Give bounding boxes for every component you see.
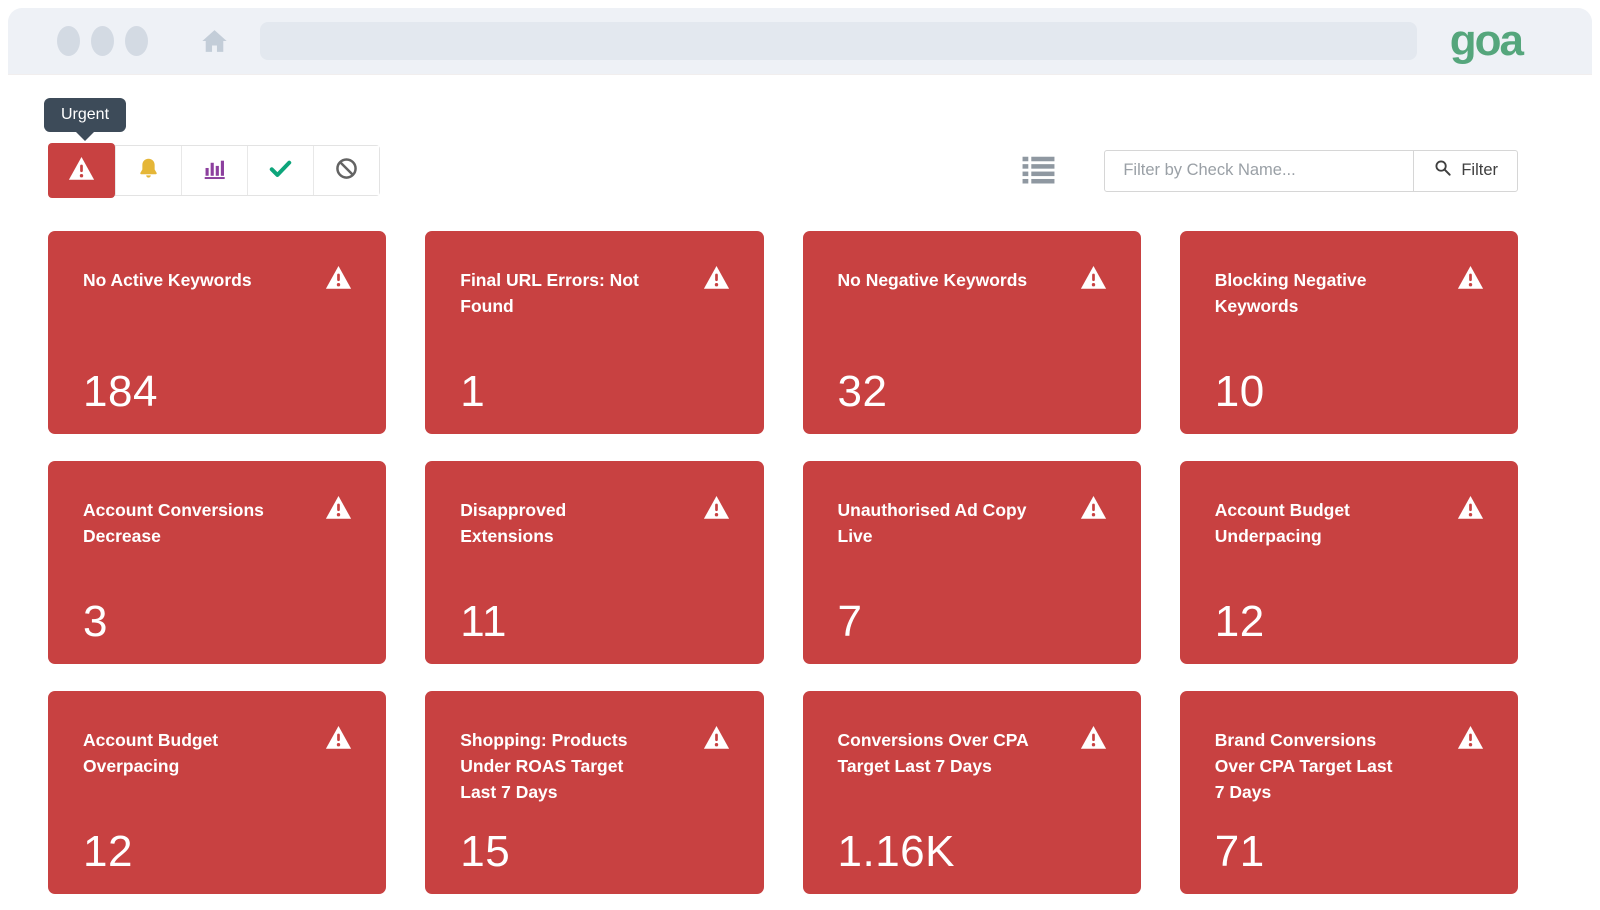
toolbar: Filter xyxy=(48,143,1518,198)
card-value: 3 xyxy=(83,597,108,646)
card-header: No Active Keywords xyxy=(83,265,352,295)
card-value: 11 xyxy=(460,597,507,646)
status-tabs xyxy=(48,143,380,198)
tab-disabled[interactable] xyxy=(313,146,379,195)
card-header: Brand Conversions Over CPA Target Last 7… xyxy=(1214,725,1484,805)
search-icon xyxy=(1433,158,1453,183)
filter-button[interactable]: Filter xyxy=(1413,150,1517,191)
alert-card[interactable]: Account Budget Underpacing 12 xyxy=(1179,461,1518,664)
alert-card[interactable]: Disapproved Extensions 11 xyxy=(425,461,764,664)
alert-card[interactable]: No Negative Keywords 32 xyxy=(802,231,1141,434)
warning-triangle-icon xyxy=(1457,725,1484,755)
card-title: No Negative Keywords xyxy=(837,270,1028,290)
warning-triangle-icon xyxy=(1080,265,1107,295)
warning-triangle-icon xyxy=(325,265,352,295)
filter-input[interactable] xyxy=(1105,150,1414,191)
filter-group: Filter xyxy=(1104,149,1518,192)
card-title: Account Budget Underpacing xyxy=(1214,500,1350,546)
window-dot xyxy=(91,26,114,56)
warning-triangle-icon xyxy=(1080,495,1107,525)
window-dots xyxy=(57,26,148,56)
warning-triangle-icon xyxy=(703,725,730,755)
card-header: Account Budget Underpacing xyxy=(1214,495,1484,549)
card-value: 184 xyxy=(83,367,158,416)
window-dot xyxy=(125,26,148,56)
card-header: Account Conversions Decrease xyxy=(83,495,352,549)
card-value: 12 xyxy=(83,827,133,876)
alert-card[interactable]: Blocking Negative Keywords 10 xyxy=(1179,231,1518,434)
card-value: 32 xyxy=(837,367,888,416)
alert-card[interactable]: Account Conversions Decrease 3 xyxy=(48,461,387,664)
alert-card[interactable]: Unauthorised Ad Copy Live 7 xyxy=(802,461,1141,664)
warning-triangle-icon xyxy=(1457,265,1484,295)
card-value: 7 xyxy=(837,597,863,646)
address-bar[interactable] xyxy=(260,22,1417,60)
card-title: Final URL Errors: Not Found xyxy=(460,270,639,316)
card-title: Blocking Negative Keywords xyxy=(1214,270,1367,316)
card-header: Unauthorised Ad Copy Live xyxy=(837,495,1107,549)
tab-notifications[interactable] xyxy=(115,146,181,195)
list-icon xyxy=(1021,154,1056,188)
bell-icon xyxy=(136,156,161,186)
window-dot xyxy=(57,26,80,56)
card-header: Conversions Over CPA Target Last 7 Days xyxy=(837,725,1107,779)
card-title: Unauthorised Ad Copy Live xyxy=(837,500,1027,546)
warning-triangle-icon xyxy=(1080,725,1107,755)
card-header: Disapproved Extensions xyxy=(460,495,730,549)
card-header: No Negative Keywords xyxy=(837,265,1107,295)
card-value: 12 xyxy=(1214,597,1265,646)
warning-triangle-icon xyxy=(325,495,352,525)
card-header: Final URL Errors: Not Found xyxy=(460,265,730,319)
bar-chart-icon xyxy=(202,156,227,186)
warning-triangle-icon xyxy=(68,156,95,186)
card-title: Conversions Over CPA Target Last 7 Days xyxy=(837,730,1029,776)
warning-triangle-icon xyxy=(703,265,730,295)
tab-urgent[interactable] xyxy=(48,143,115,198)
alert-card[interactable]: Brand Conversions Over CPA Target Last 7… xyxy=(1179,691,1518,894)
list-view-button[interactable] xyxy=(1021,154,1056,188)
alert-card[interactable]: Account Budget Overpacing 12 xyxy=(48,691,387,894)
card-title: Disapproved Extensions xyxy=(460,500,567,546)
check-icon xyxy=(268,156,293,186)
browser-bar: goa xyxy=(8,8,1592,74)
home-icon[interactable] xyxy=(199,26,230,57)
block-icon xyxy=(334,156,359,186)
warning-triangle-icon xyxy=(1457,495,1484,525)
alert-card[interactable]: Conversions Over CPA Target Last 7 Days … xyxy=(802,691,1141,894)
card-value: 1 xyxy=(460,367,486,416)
urgent-tooltip: Urgent xyxy=(44,98,127,141)
tab-reports[interactable] xyxy=(181,146,247,195)
warning-triangle-icon xyxy=(703,495,730,525)
card-header: Blocking Negative Keywords xyxy=(1214,265,1484,319)
card-value: 10 xyxy=(1214,367,1265,416)
card-header: Account Budget Overpacing xyxy=(83,725,352,779)
card-value: 71 xyxy=(1214,827,1265,876)
alert-card[interactable]: No Active Keywords 184 xyxy=(48,231,387,434)
cards-grid: No Active Keywords 184 Final URL Errors:… xyxy=(48,231,1518,894)
tab-passed[interactable] xyxy=(247,146,313,195)
alert-card[interactable]: Final URL Errors: Not Found 1 xyxy=(425,231,764,434)
card-title: Account Conversions Decrease xyxy=(83,500,264,546)
card-title: No Active Keywords xyxy=(83,270,252,290)
card-value: 15 xyxy=(460,827,511,876)
card-value: 1.16K xyxy=(837,827,955,876)
card-title: Account Budget Overpacing xyxy=(83,730,219,776)
card-header: Shopping: Products Under ROAS Target Las… xyxy=(460,725,730,805)
card-title: Shopping: Products Under ROAS Target Las… xyxy=(460,730,628,802)
alert-card[interactable]: Shopping: Products Under ROAS Target Las… xyxy=(425,691,764,894)
filter-button-label: Filter xyxy=(1461,161,1498,179)
card-title: Brand Conversions Over CPA Target Last 7… xyxy=(1214,730,1393,802)
warning-triangle-icon xyxy=(325,725,352,755)
goa-logo: goa xyxy=(1449,16,1524,65)
toolbar-right: Filter xyxy=(1021,149,1518,192)
